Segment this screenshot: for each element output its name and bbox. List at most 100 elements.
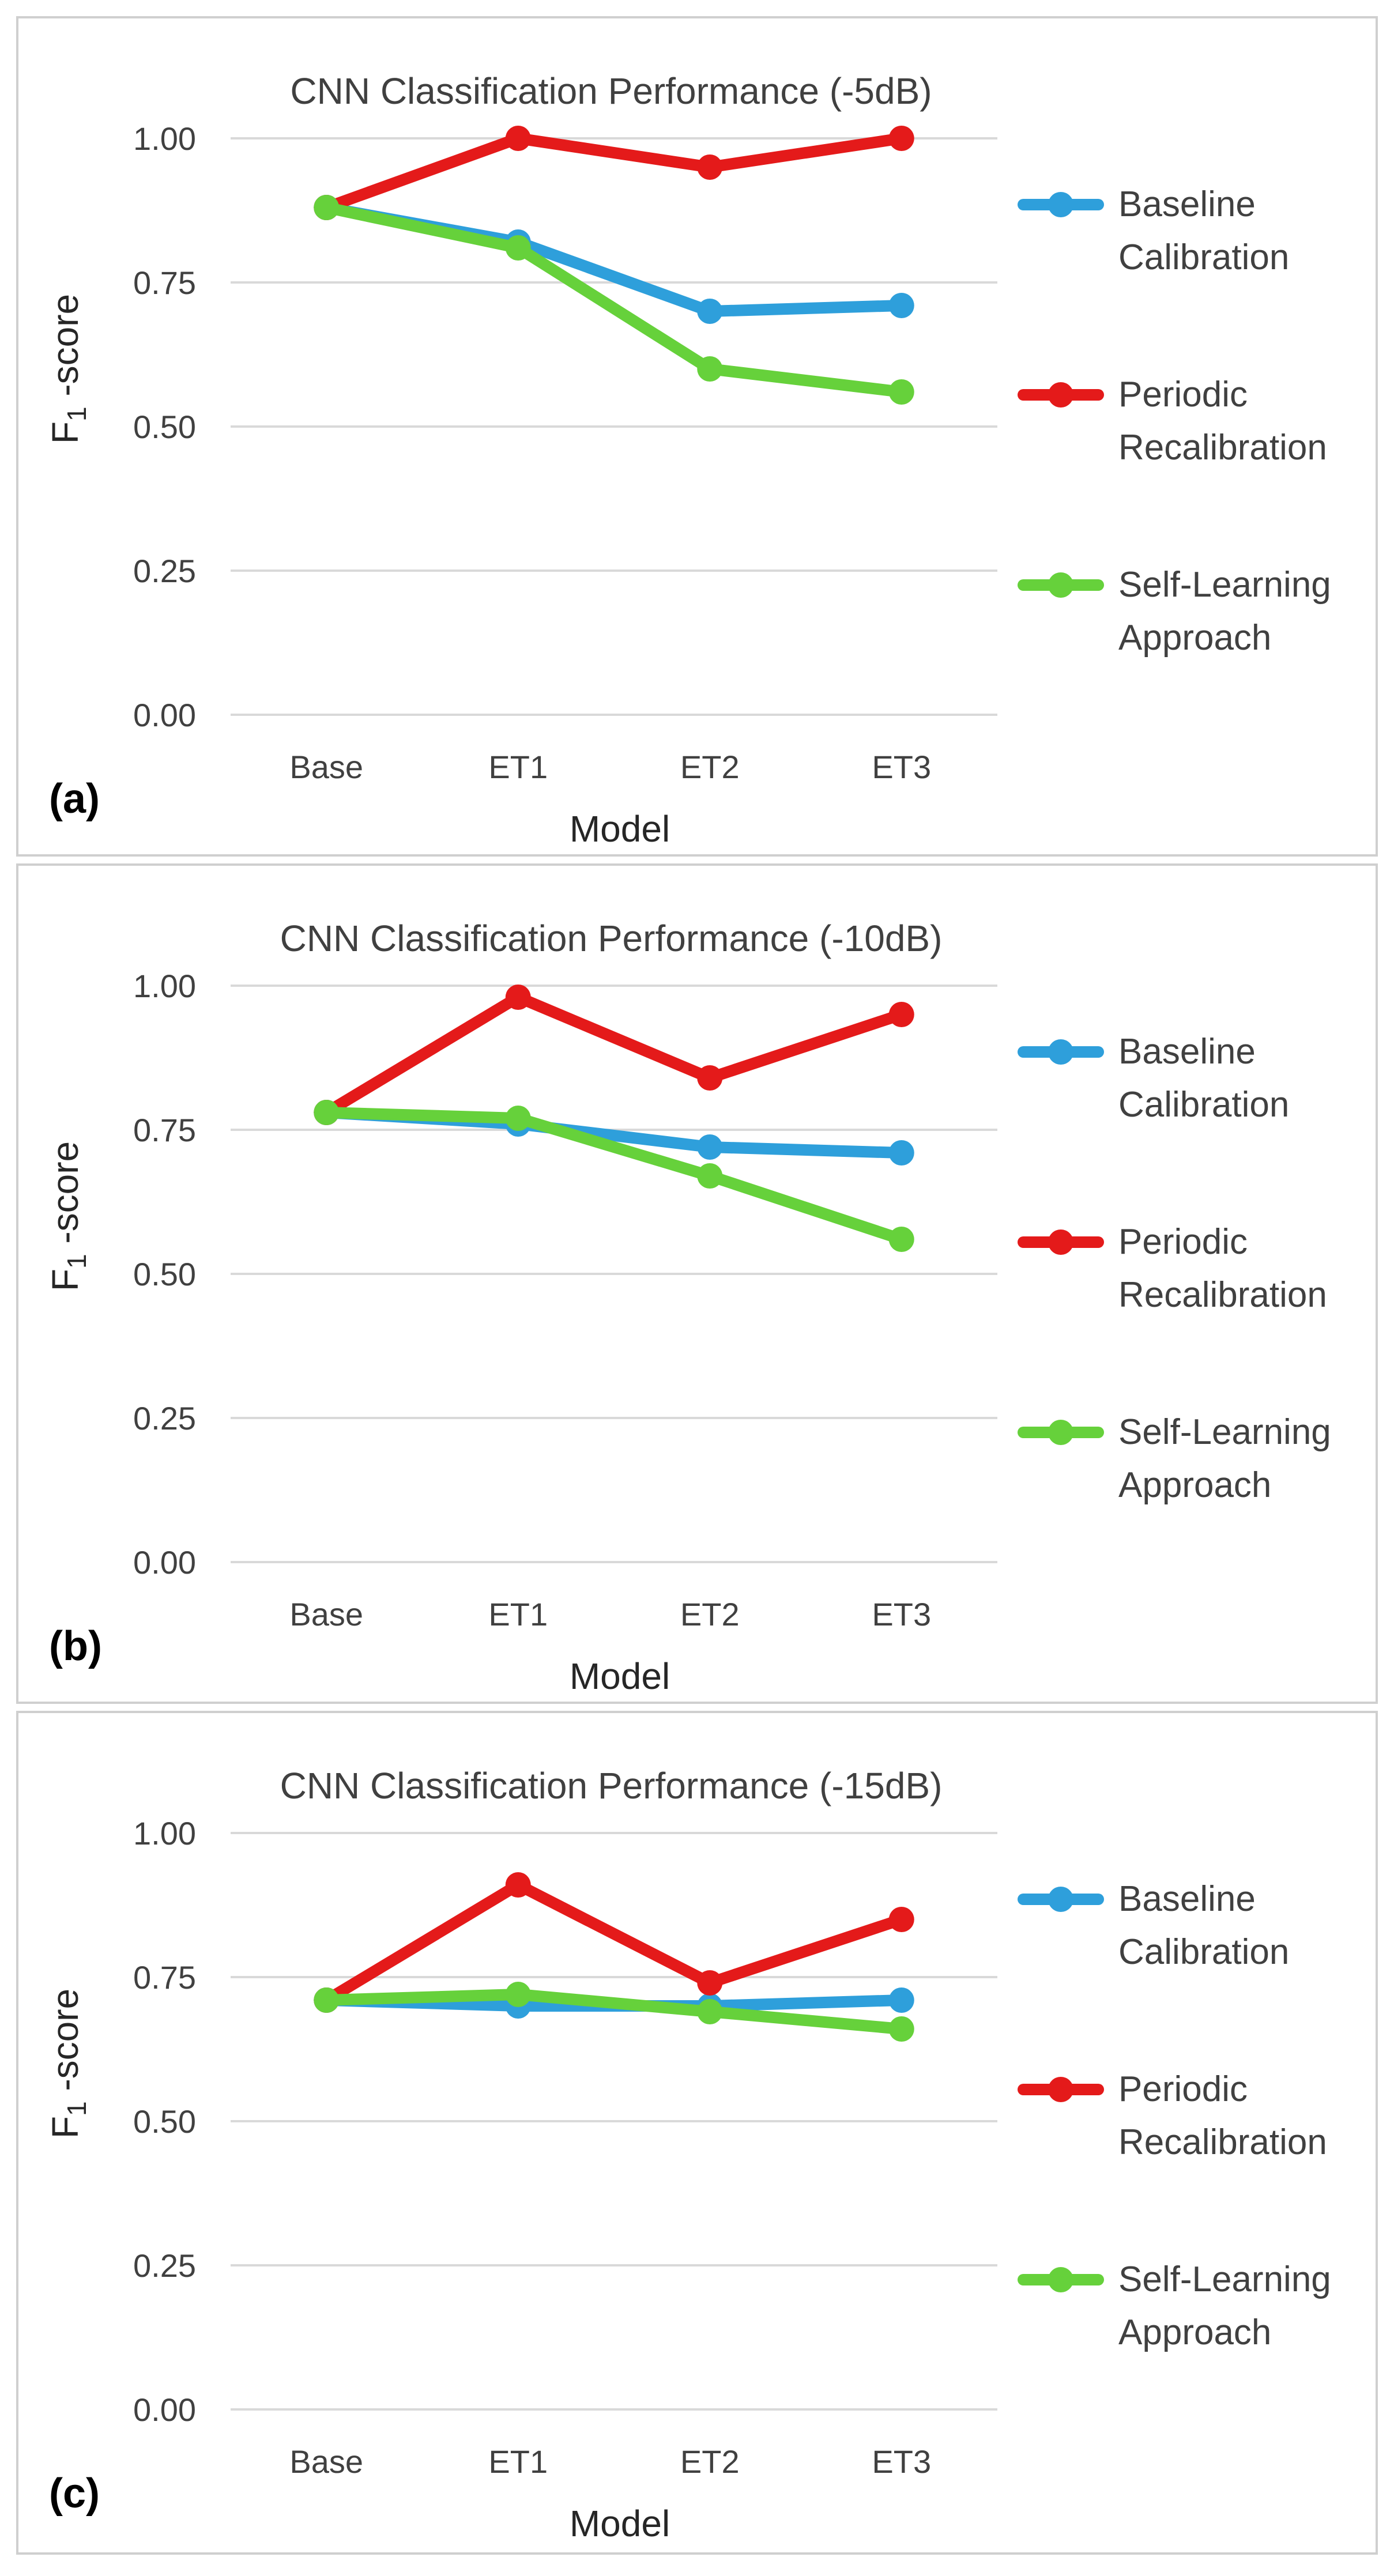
legend-label: Calibration: [1118, 1932, 1289, 1972]
series-self-learning-approach: [314, 1982, 914, 2042]
panel-label: (b): [49, 1623, 102, 1669]
legend-swatch-marker: [1048, 1420, 1073, 1445]
y-tick-label: 0.50: [133, 1256, 196, 1292]
legend-swatch-marker: [1048, 572, 1073, 598]
legend-label: Calibration: [1118, 1085, 1289, 1125]
data-point: [697, 299, 723, 324]
legend-label: Approach: [1118, 1465, 1271, 1505]
legend-item: Periodic Recalibration: [1018, 375, 1327, 467]
legend-label: Baseline: [1118, 1879, 1256, 1919]
data-point: [505, 1982, 531, 2007]
x-tick-label: ET3: [872, 749, 931, 785]
x-tick-label: ET2: [680, 1596, 740, 1632]
data-point: [697, 356, 723, 382]
chart-panel-2: CNN Classification Performance (-10dB) 0.…: [16, 863, 1378, 1704]
legend-label: Self-Learning: [1118, 1412, 1331, 1452]
y-tick-label: 0.75: [133, 1959, 196, 1996]
chart-panel-1: CNN Classification Performance (-5dB) 0.0…: [16, 16, 1378, 857]
chart-title: CNN Classification Performance (-5dB): [290, 70, 932, 112]
legend-label: Approach: [1118, 2313, 1271, 2352]
data-point: [314, 1987, 340, 2013]
x-tick-label: ET1: [488, 2443, 548, 2480]
data-point: [888, 126, 914, 151]
legend-item: Baseline Calibration: [1018, 1032, 1289, 1125]
chart-title: CNN Classification Performance (-15dB): [280, 1765, 943, 1806]
panel-frame: [16, 1711, 1378, 2555]
y-tick-label: 0.00: [133, 2392, 196, 2428]
data-point: [505, 1106, 531, 1131]
data-point: [697, 154, 723, 180]
y-tick-label: 0.25: [133, 2247, 196, 2284]
x-tick-label: ET3: [872, 2443, 931, 2480]
data-point: [697, 1065, 723, 1091]
series-line: [321, 1879, 907, 2006]
x-tick-label: Base: [289, 749, 363, 785]
series-line: [321, 1107, 907, 1245]
chart-panel-3: CNN Classification Performance (-15dB) 0.…: [16, 1711, 1378, 2555]
y-tick-label: 0.00: [133, 697, 196, 733]
y-tick-label: 0.25: [133, 553, 196, 589]
data-point: [697, 1970, 723, 1996]
data-point: [697, 1134, 723, 1160]
x-tick-label: ET3: [872, 1596, 931, 1632]
x-tick-label: Base: [289, 2443, 363, 2480]
x-axis-label: Model: [570, 808, 670, 850]
legend-swatch-marker: [1048, 1039, 1073, 1065]
y-axis-label: F1 -score: [44, 294, 92, 444]
y-tick-label: 0.75: [133, 265, 196, 301]
y-axis-label: F1 -score: [44, 1141, 92, 1291]
y-tick-label: 0.50: [133, 409, 196, 445]
y-tick-label: 0.75: [133, 1112, 196, 1148]
series-line: [321, 991, 907, 1118]
data-point: [888, 2016, 914, 2042]
legend-item: Self-Learning Approach: [1018, 2260, 1331, 2352]
legend-item: Baseline Calibration: [1018, 184, 1289, 277]
y-tick-label: 0.00: [133, 1544, 196, 1581]
legend-label: Recalibration: [1118, 2122, 1327, 2162]
y-tick-label: 0.50: [133, 2103, 196, 2140]
legend-label: Baseline: [1118, 1032, 1256, 1072]
data-point: [505, 985, 531, 1010]
y-tick-label: 0.25: [133, 1400, 196, 1436]
legend-item: Baseline Calibration: [1018, 1879, 1289, 1972]
series-line: [321, 1989, 907, 2035]
x-tick-label: Base: [289, 1596, 363, 1632]
data-point: [888, 293, 914, 318]
data-point: [505, 235, 531, 261]
data-point: [888, 1140, 914, 1166]
x-tick-label: ET1: [488, 749, 548, 785]
legend-label: Periodic: [1118, 2069, 1248, 2109]
y-tick-label: 1.00: [133, 1815, 196, 1851]
series-line: [321, 202, 907, 398]
legend-item: Self-Learning Approach: [1018, 1412, 1331, 1505]
data-point: [505, 1872, 531, 1898]
data-point: [697, 1999, 723, 2024]
legend-label: Approach: [1118, 618, 1271, 658]
data-point: [888, 1227, 914, 1252]
x-axis-label: Model: [570, 1655, 670, 1697]
data-point: [697, 1163, 723, 1189]
series-self-learning-approach: [314, 1100, 914, 1252]
legend-label: Baseline: [1118, 184, 1256, 224]
data-point: [888, 379, 914, 405]
legend-swatch-marker: [1048, 1229, 1073, 1255]
x-tick-label: ET1: [488, 1596, 548, 1632]
legend-swatch-marker: [1048, 1887, 1073, 1912]
panel-label: (a): [49, 776, 100, 822]
series-periodic-recalibration: [314, 1872, 914, 2013]
panel-label: (c): [49, 2471, 100, 2517]
data-point: [888, 1907, 914, 1932]
legend-label: Periodic: [1118, 1222, 1248, 1262]
legend-label: Self-Learning: [1118, 565, 1331, 605]
y-axis-label: F1 -score: [44, 1989, 92, 2139]
data-point: [505, 126, 531, 151]
data-point: [888, 1002, 914, 1027]
legend-swatch-marker: [1048, 2077, 1073, 2102]
legend-swatch-marker: [1048, 192, 1073, 217]
data-point: [314, 195, 340, 220]
legend-label: Recalibration: [1118, 1275, 1327, 1315]
legend-item: Periodic Recalibration: [1018, 1222, 1327, 1315]
series-self-learning-approach: [314, 195, 914, 405]
legend-swatch-marker: [1048, 382, 1073, 408]
